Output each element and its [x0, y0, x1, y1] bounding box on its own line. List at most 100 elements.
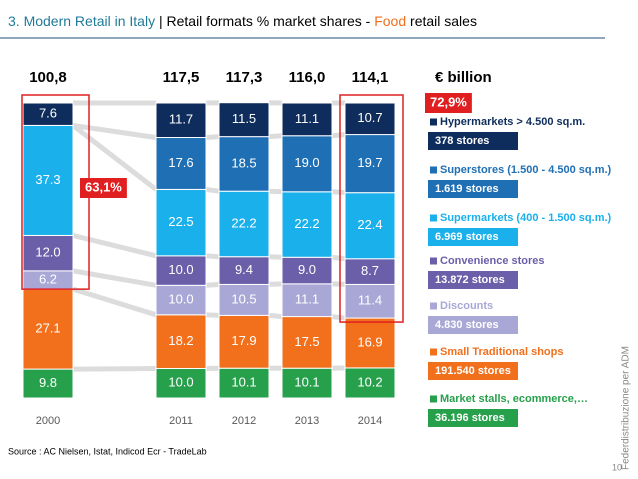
bar-segment [344, 317, 396, 369]
connector [268, 281, 283, 287]
legend-swatch [430, 166, 437, 174]
legend-stores-box [428, 180, 518, 198]
bar-segment [22, 102, 74, 126]
total-label: 100,8 [29, 69, 67, 86]
data-label: 10.0 [168, 375, 193, 390]
connector [268, 312, 283, 320]
legend-label: Small Traditional shops [440, 346, 563, 358]
data-label: 11.1 [295, 292, 319, 307]
data-label: 6.2 [39, 271, 57, 286]
total-label: 114,1 [352, 69, 389, 86]
data-label: 17.9 [231, 333, 256, 348]
bar-segment [22, 234, 74, 272]
legend-stores-box [428, 228, 518, 246]
connector [72, 122, 157, 140]
connectors [71, 100, 346, 372]
x-tick-label: 2013 [295, 415, 319, 427]
legend-stores: 191.540 stores [435, 365, 511, 377]
annotation: 63,1% [85, 179, 122, 194]
bar-segment [281, 191, 333, 258]
bar-segment [281, 316, 333, 369]
data-label: 10.0 [168, 262, 193, 277]
legend-swatch [430, 302, 437, 310]
bar-segment [22, 124, 74, 236]
legend-stores: 4.830 stores [435, 319, 499, 331]
legend-swatch [430, 348, 437, 356]
legend-stores-box [428, 132, 518, 150]
legend-label: Convenience stores [440, 255, 545, 267]
legend-label: Superstores (1.500 - 4.500 sq.m.) [440, 164, 612, 176]
bar-segment [218, 190, 270, 258]
data-label: 17.5 [294, 334, 319, 349]
highlight-box [339, 94, 404, 323]
data-label: 11.4 [358, 293, 382, 308]
connector [205, 186, 220, 194]
data-label: 17.6 [168, 155, 193, 170]
connector [331, 132, 346, 139]
legend-label: Discounts [440, 300, 493, 312]
legend-stores: 36.196 stores [435, 412, 505, 424]
bar-segment [218, 367, 270, 399]
bar-segment [155, 255, 207, 286]
annotation: 72,9% [430, 94, 467, 109]
legend-swatch [430, 118, 437, 126]
bar-segment [155, 314, 207, 369]
title-highlight: Food [374, 13, 406, 29]
legend-stores: 1.619 stores [435, 183, 499, 195]
source: Source : AC Nielsen, Istat, Indicod Ecr … [8, 446, 207, 456]
data-label: 10.5 [231, 291, 256, 306]
data-label: 11.7 [169, 112, 193, 127]
annotation-box [425, 93, 472, 113]
total-label: 116,0 [289, 69, 326, 86]
connector [72, 268, 157, 288]
data-label: 8.7 [361, 263, 379, 278]
title-section: 3. Modern Retail in Italy [8, 13, 155, 29]
annotation-box [80, 178, 127, 198]
legend-stores: 6.969 stores [435, 231, 499, 243]
title-main: | Retail formats % market shares - [155, 13, 374, 29]
legend-stores-box [428, 362, 518, 380]
legend-label: Supermarkets (400 - 1.500 sq.m.) [440, 212, 612, 224]
data-label: 10.7 [357, 110, 382, 125]
bar-segment [344, 258, 396, 285]
bar-segment [281, 283, 333, 318]
bar-segment [155, 137, 207, 190]
data-label: 9.8 [39, 375, 57, 390]
x-tick-label: 2012 [232, 415, 256, 427]
legend-swatch [430, 214, 437, 222]
legend-stores: 13.872 stores [435, 274, 505, 286]
data-label: 12.0 [35, 245, 60, 260]
connector [72, 286, 157, 318]
data-label: 19.7 [357, 155, 382, 170]
data-label: 37.3 [35, 172, 60, 187]
connector [71, 123, 158, 192]
connector [331, 281, 346, 287]
connector [72, 366, 157, 372]
total-label: 117,3 [226, 69, 263, 86]
legend-stores-box [428, 271, 518, 289]
data-label: 27.1 [35, 321, 60, 336]
title-end: retail sales [406, 13, 477, 29]
legend-label: Hypermarkets > 4.500 sq.m. [440, 116, 585, 128]
bar-segment [218, 136, 270, 192]
connector [331, 189, 346, 196]
data-label: 22.4 [357, 217, 382, 232]
side-note: Federdistribuzione per ADM [621, 346, 632, 470]
bar-segment [344, 102, 396, 136]
legend-stores: 378 stores [435, 135, 489, 147]
bar-segment [281, 102, 333, 137]
data-label: 10.2 [357, 374, 382, 389]
data-label: 10.1 [294, 375, 319, 390]
legend-label: Market stalls, ecommerce,… [440, 393, 588, 405]
legend-swatch [430, 395, 437, 403]
data-label: 18.5 [231, 155, 256, 170]
data-label: 18.2 [168, 333, 193, 348]
x-tick-label: 2014 [358, 415, 382, 427]
bar-segment [155, 102, 207, 139]
data-label: 16.9 [357, 334, 382, 349]
data-label: 19.0 [294, 155, 319, 170]
bar-segment [218, 256, 270, 285]
x-tick-label: 2000 [36, 415, 60, 427]
connector [268, 254, 283, 260]
